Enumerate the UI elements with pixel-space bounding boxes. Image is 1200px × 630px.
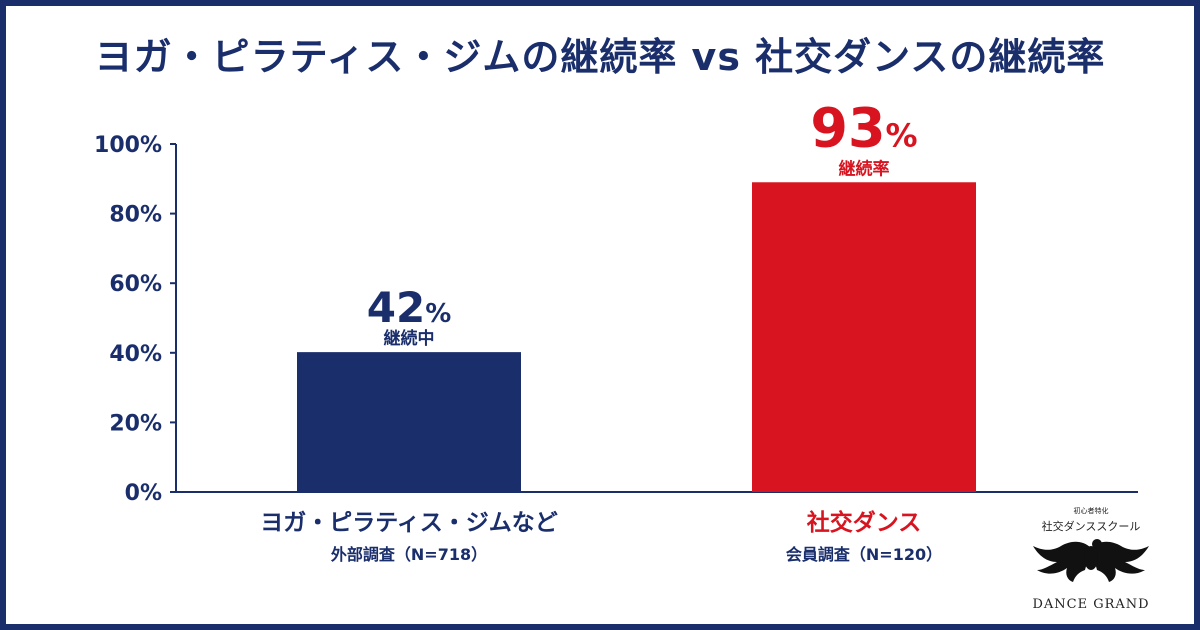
bar-caption: 継続率 [839,158,890,179]
y-tick-label: 80% [109,203,162,228]
bar-value-label: 42% [367,283,452,332]
y-tick-label: 60% [109,272,162,297]
bar-labels: 42%継続中 93%継続率 [367,96,918,349]
y-tick-label: 100% [94,133,162,158]
logo-subtitle: 社交ダンススクール [1041,520,1141,533]
bars [297,182,976,492]
winged-emblem-icon [1033,539,1149,582]
logo-tagline: 初心者特化 [1073,507,1109,515]
bar [297,352,521,492]
bar-caption: 継続中 [384,328,435,349]
dance-grand-logo: 初心者特化 社交ダンススクール DANCE GRAND [1016,506,1166,616]
bar [752,182,976,492]
bar-value-label: 93% [810,96,917,159]
y-ticks: 0% 20% 40% 60% 80% 100% [94,133,176,506]
logo-brand: DANCE GRAND [1032,597,1150,612]
y-tick-label: 40% [109,342,162,367]
category-label: ヨガ・ピラティス・ジムなど [260,510,558,536]
category-note: 会員調査（N=120） [786,545,942,564]
chart-frame: ヨガ・ピラティス・ジムの継続率 vs 社交ダンスの継続率 0% 20% 40% 60%… [6,6,1194,624]
bar-chart: 0% 20% 40% 60% 80% 100% 42%継続中 93%継続率 ヨガ・ピラティス… [94,96,1138,564]
chart-title: ヨガ・ピラティス・ジムの継続率 vs 社交ダンスの継続率 [94,35,1106,79]
category-label: 社交ダンス [807,509,922,536]
y-tick-label: 0% [125,481,162,506]
y-tick-label: 20% [109,411,162,436]
category-note: 外部調査（N=718） [330,545,487,564]
